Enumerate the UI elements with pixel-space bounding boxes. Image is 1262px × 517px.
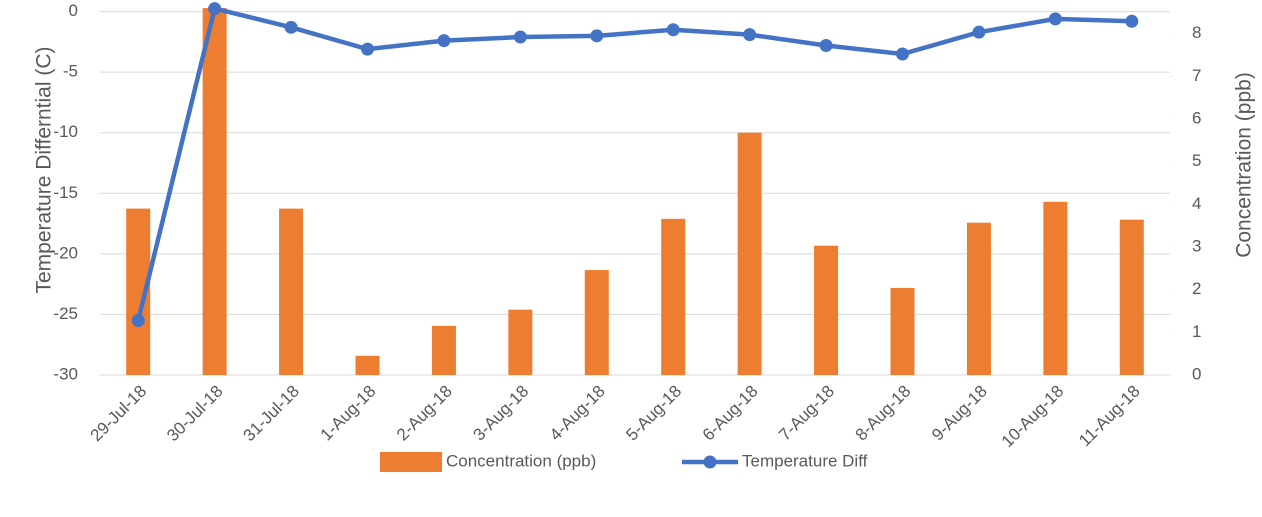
x-tick-label: 6-Aug-18	[699, 382, 762, 445]
y-tick-label: 0	[69, 1, 78, 20]
bar	[966, 222, 991, 375]
y-axis-title: Temperature Differntial (C)	[33, 46, 56, 293]
x-tick-label: 1-Aug-18	[317, 382, 380, 445]
bar	[279, 208, 304, 375]
y2-tick-label: 6	[1192, 108, 1201, 127]
y-tick-label: -20	[53, 243, 78, 262]
bar	[355, 355, 380, 375]
bar	[661, 218, 686, 375]
x-tick-label: 11-Aug-18	[1075, 382, 1144, 451]
y2-tick-label: 8	[1192, 23, 1201, 42]
line	[136, 6, 1132, 322]
bar	[202, 8, 227, 375]
x-tick-label: 4-Aug-18	[546, 382, 609, 445]
x-tick-label: 5-Aug-18	[622, 382, 685, 445]
marker	[666, 23, 680, 37]
y-tick-label: -10	[53, 122, 78, 141]
y-tick-label: -15	[53, 183, 78, 202]
legend-swatch	[380, 452, 442, 472]
marker	[1048, 12, 1062, 26]
y2-tick-label: 3	[1192, 236, 1201, 255]
x-tick-label: 3-Aug-18	[469, 382, 532, 445]
marker	[743, 28, 757, 42]
y2-tick-label: 7	[1192, 66, 1201, 85]
marker	[819, 39, 833, 53]
bar	[814, 245, 839, 375]
bar	[584, 270, 609, 375]
x-tick-label: 9-Aug-18	[928, 382, 991, 445]
y-tick-label: -30	[53, 364, 78, 383]
marker	[513, 30, 527, 44]
marker	[208, 2, 222, 16]
marker	[131, 313, 145, 327]
x-tick-label: 30-Jul-18	[163, 382, 227, 446]
y-tick-label: -5	[63, 62, 78, 81]
bar	[1119, 219, 1144, 375]
x-tick-label: 7-Aug-18	[775, 382, 838, 445]
marker	[361, 42, 374, 56]
marker	[284, 20, 298, 34]
y2-tick-label: 0	[1192, 364, 1201, 383]
legend-label: Temperature Diff	[742, 451, 868, 470]
bar	[1043, 201, 1068, 375]
marker	[972, 25, 986, 39]
bar	[890, 287, 915, 375]
y2-tick-label: 4	[1192, 194, 1201, 213]
marker	[896, 47, 909, 61]
x-tick-label: 10-Aug-18	[998, 382, 1068, 452]
x-tick-label: 29-Jul-18	[87, 382, 151, 446]
marker	[437, 34, 451, 48]
bar	[431, 325, 456, 375]
legend-swatch	[703, 455, 717, 469]
legend-label: Concentration (ppb)	[446, 451, 596, 470]
x-tick-label: 2-Aug-18	[393, 382, 456, 445]
y2-tick-label: 2	[1192, 279, 1201, 298]
y2-tick-label: 1	[1192, 322, 1201, 341]
y2-tick-label: 5	[1192, 151, 1201, 170]
x-tick-label: 31-Jul-18	[240, 382, 304, 446]
y-tick-label: -25	[53, 304, 78, 323]
marker	[1125, 14, 1139, 28]
marker	[590, 29, 604, 43]
bar	[737, 132, 762, 375]
bar	[508, 309, 533, 375]
x-tick-label: 8-Aug-18	[852, 382, 915, 445]
y2-axis-title: Concentration (ppb)	[1233, 72, 1256, 258]
